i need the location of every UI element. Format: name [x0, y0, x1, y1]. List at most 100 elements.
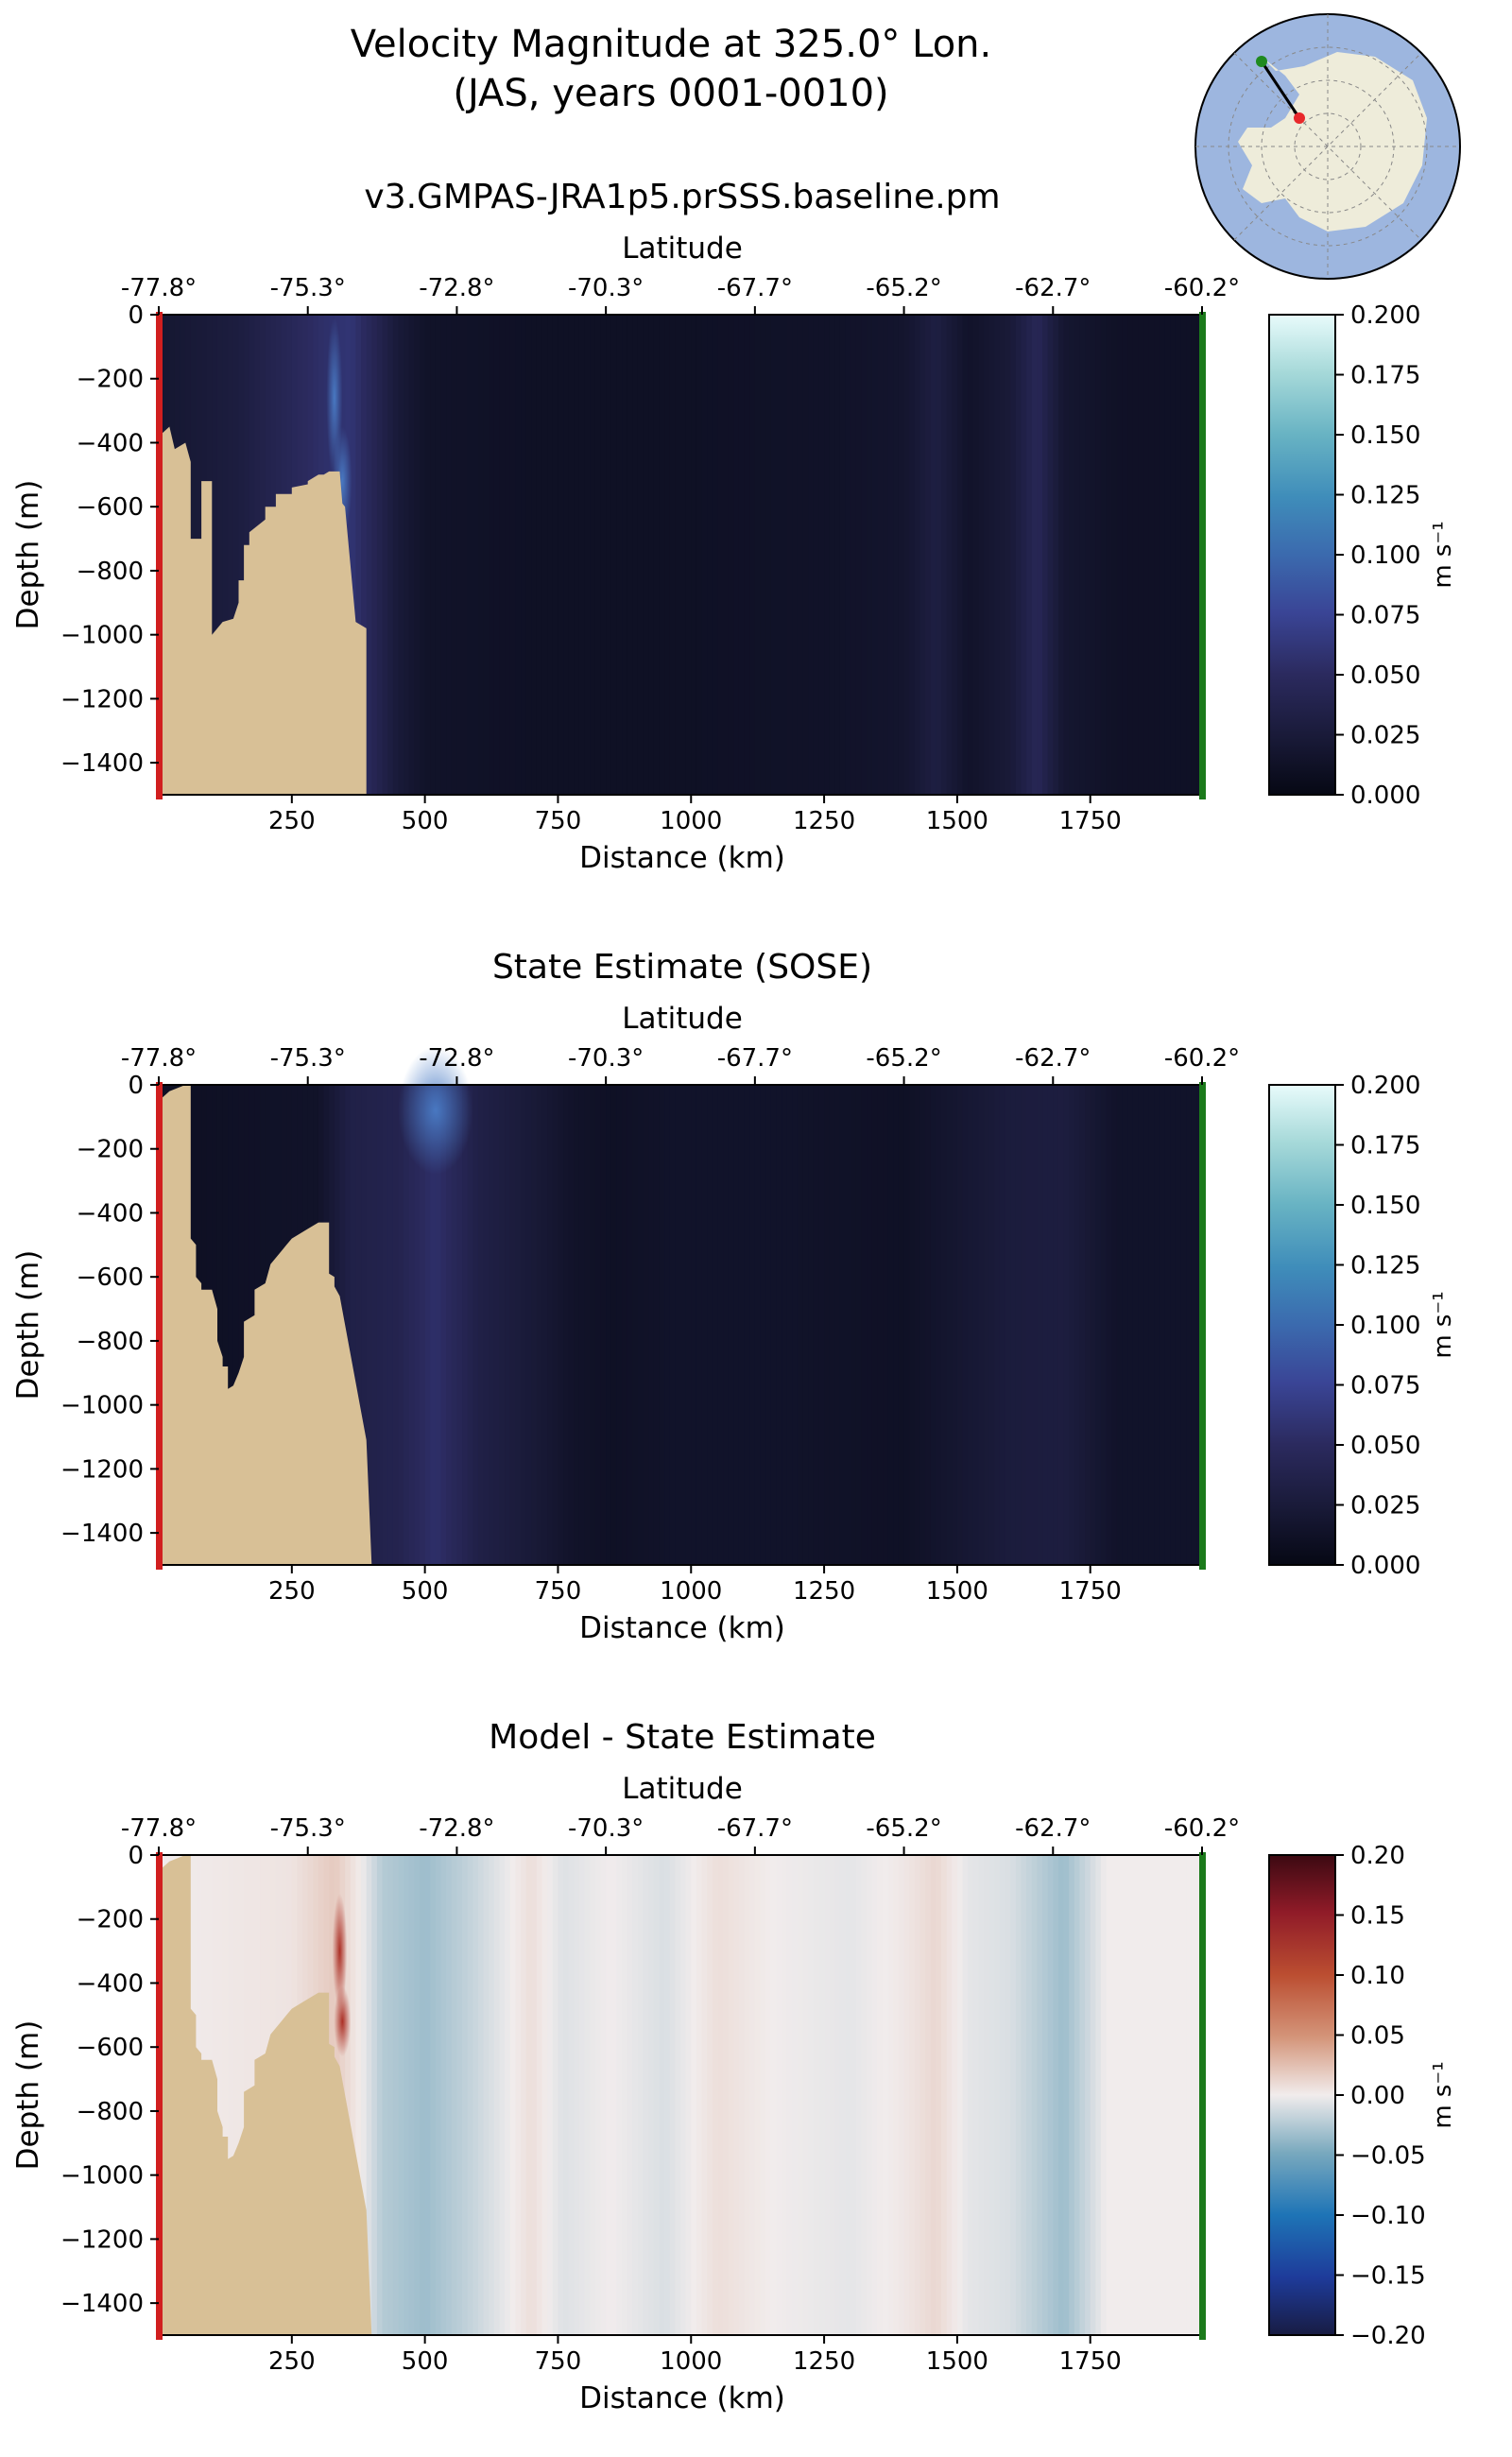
field-column	[1021, 1855, 1027, 2335]
colorbar-tick-label: −0.20	[1350, 2322, 1426, 2350]
field-column	[648, 1855, 655, 2335]
y-tick-label: −800	[77, 558, 144, 586]
field-column	[578, 1085, 586, 1565]
colorbar-tick-label: 0.10	[1350, 1962, 1405, 1990]
transect-end-bar	[1199, 312, 1206, 799]
field-column	[515, 315, 522, 795]
field-column	[435, 1855, 442, 2335]
field-column	[909, 315, 916, 795]
y-tick-label: −1000	[60, 1392, 144, 1420]
field-column	[792, 315, 799, 795]
field-column	[1069, 315, 1075, 795]
field-column	[770, 315, 777, 795]
y-tick-label: −800	[77, 2098, 144, 2126]
field-column	[675, 315, 681, 795]
field-column	[855, 1855, 863, 2335]
field-column	[648, 1085, 655, 1565]
field-column	[867, 1855, 873, 2335]
field-column	[371, 1855, 378, 2335]
field-column	[701, 1855, 708, 2335]
field-column	[238, 315, 245, 795]
field-column	[606, 1855, 612, 2335]
field-column	[451, 1855, 458, 2335]
x-axis-label: Distance (km)	[579, 2381, 785, 2415]
field-column	[792, 1085, 799, 1565]
field-column	[962, 1855, 969, 2335]
field-column	[350, 1855, 357, 2335]
field-column	[627, 315, 633, 795]
field-column	[594, 1085, 602, 1565]
field-column	[440, 1085, 447, 1565]
field-column	[1148, 315, 1155, 795]
field-column	[659, 1085, 665, 1565]
field-column	[776, 315, 782, 795]
field-column	[1138, 315, 1144, 795]
field-column	[525, 315, 532, 795]
field-column	[829, 1855, 835, 2335]
y-tick-label: −1000	[60, 622, 144, 650]
field-column	[1026, 1085, 1033, 1565]
field-column	[824, 1855, 831, 2335]
field-column	[914, 1855, 921, 2335]
field-column	[525, 1085, 532, 1565]
lat-tick-label: -77.8°	[121, 1814, 197, 1843]
field-column	[782, 1085, 788, 1565]
field-column	[610, 315, 618, 795]
field-column	[222, 315, 229, 795]
field-column	[653, 1855, 661, 2335]
field-column	[664, 1085, 671, 1565]
field-column	[578, 315, 586, 795]
field-column	[776, 1085, 782, 1565]
field-column	[472, 315, 479, 795]
field-column	[786, 315, 793, 795]
field-column	[1079, 1085, 1086, 1565]
colorbar-gradient	[1268, 314, 1336, 796]
y-tick-label: −200	[77, 1136, 144, 1164]
colorbar-tick-label: 0.025	[1350, 722, 1420, 750]
field-column	[1015, 1855, 1022, 2335]
field-column	[627, 1085, 633, 1565]
field-column	[1180, 315, 1187, 795]
field-column	[1170, 1855, 1177, 2335]
field-column	[1053, 1855, 1059, 2335]
field-column	[1079, 1855, 1086, 2335]
field-column	[1095, 315, 1102, 795]
y-tick-label: −1200	[60, 685, 144, 713]
field-column	[744, 1855, 750, 2335]
field-column	[531, 1085, 538, 1565]
x-tick-label: 250	[268, 807, 316, 835]
field-column	[802, 1085, 809, 1565]
field-column	[392, 1085, 400, 1565]
field-column	[871, 1085, 879, 1565]
x-tick-label: 1250	[793, 1577, 855, 1606]
field-column	[509, 1855, 516, 2335]
colorbar-tick-label: 0.125	[1350, 1252, 1420, 1280]
field-column	[1063, 1855, 1070, 2335]
field-column	[1164, 1085, 1171, 1565]
field-column	[1116, 1085, 1124, 1565]
lat-tick-label: -67.7°	[717, 1044, 793, 1073]
field-column	[956, 1085, 964, 1565]
lat-tick-label: -72.8°	[419, 1044, 494, 1073]
field-column	[1116, 1855, 1124, 2335]
field-column	[1143, 1085, 1150, 1565]
field-column	[1191, 1085, 1197, 1565]
field-column	[525, 1855, 532, 2335]
field-column	[925, 1855, 932, 2335]
transect-start-bar	[156, 1852, 163, 2340]
colorbar-tick-label: 0.025	[1350, 1492, 1420, 1521]
field-column	[382, 1085, 388, 1565]
field-column	[228, 1085, 234, 1565]
field-column	[770, 1855, 777, 2335]
field-column	[414, 1085, 421, 1565]
field-column	[813, 315, 820, 795]
field-column	[744, 315, 750, 795]
field-column	[531, 315, 538, 795]
field-column	[382, 315, 388, 795]
field-column	[877, 1085, 884, 1565]
field-column	[424, 315, 431, 795]
field-column	[861, 1855, 868, 2335]
field-column	[643, 1855, 649, 2335]
field-column	[382, 1855, 388, 2335]
field-column	[361, 1855, 368, 2335]
